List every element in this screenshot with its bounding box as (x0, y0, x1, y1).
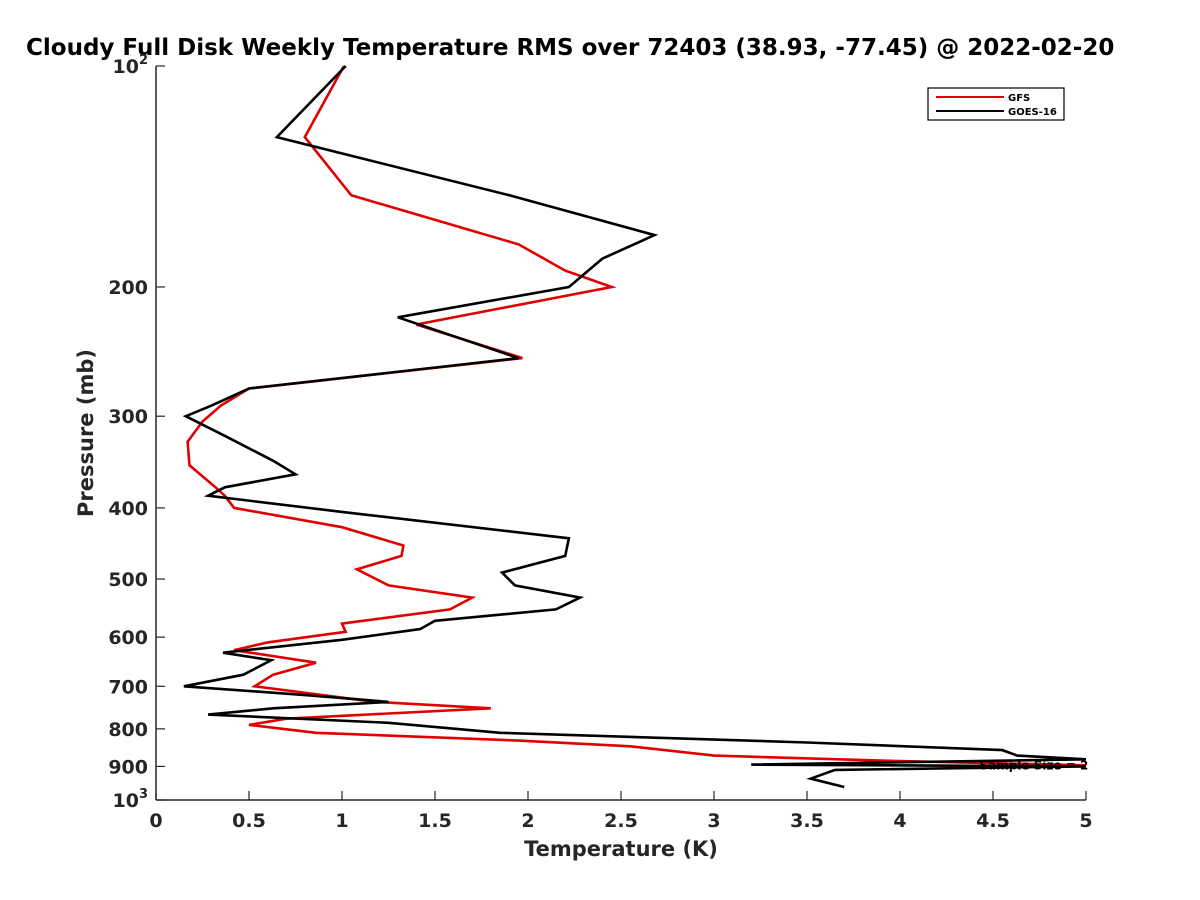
series-line-goes16 (182, 65, 1086, 789)
y-tick-label: 500 (108, 569, 148, 591)
x-tick-label: 1 (335, 810, 348, 832)
x-tick-label: 3 (707, 810, 720, 832)
sample-size-annotation: Sample Size = 2 (979, 758, 1088, 772)
annotation-layer: Sample Size = 2 (979, 758, 1088, 772)
y-tick-label: 400 (108, 498, 148, 520)
legend-label-goes16: GOES-16 (1008, 107, 1057, 118)
y-tick-label: 300 (108, 406, 148, 428)
series-layer (182, 65, 1086, 789)
chart-title: Cloudy Full Disk Weekly Temperature RMS … (26, 35, 1114, 61)
x-axis-label: Temperature (K) (524, 837, 718, 861)
x-tick-label: 5 (1079, 810, 1092, 832)
y-tick-label: 700 (108, 676, 148, 698)
legend-box (927, 87, 1065, 121)
y-tick-label: 900 (108, 756, 148, 778)
x-tick-label: 4 (893, 810, 906, 832)
y-tick-label: 800 (108, 719, 148, 741)
plot-area: 0 0.5 1 1.5 2 2.5 3 3.5 4 4.5 5 102 200 300 400 500 600… (108, 53, 1092, 832)
x-ticks: 0 0.5 1 1.5 2 2.5 3 3.5 4 4.5 5 (149, 791, 1093, 832)
series-line-gfs (186, 65, 1086, 767)
y-axis-label: Pressure (mb) (74, 349, 98, 517)
y-tick-label: 103 (113, 787, 149, 812)
x-tick-label: 0 (149, 810, 162, 832)
legend: GFS GOES-16 (927, 87, 1065, 121)
y-tick-label: 600 (108, 627, 148, 649)
x-tick-label: 4.5 (976, 810, 1010, 832)
x-tick-label: 1.5 (418, 810, 452, 832)
legend-label-gfs: GFS (1008, 93, 1030, 104)
x-tick-label: 2.5 (604, 810, 638, 832)
y-tick-label: 102 (113, 53, 149, 78)
y-tick-label: 200 (108, 277, 148, 299)
x-tick-label: 2 (521, 810, 534, 832)
x-tick-label: 0.5 (232, 810, 266, 832)
x-tick-label: 3.5 (790, 810, 824, 832)
y-ticks: 102 200 300 400 500 600 700 800 900 103 (108, 53, 165, 812)
